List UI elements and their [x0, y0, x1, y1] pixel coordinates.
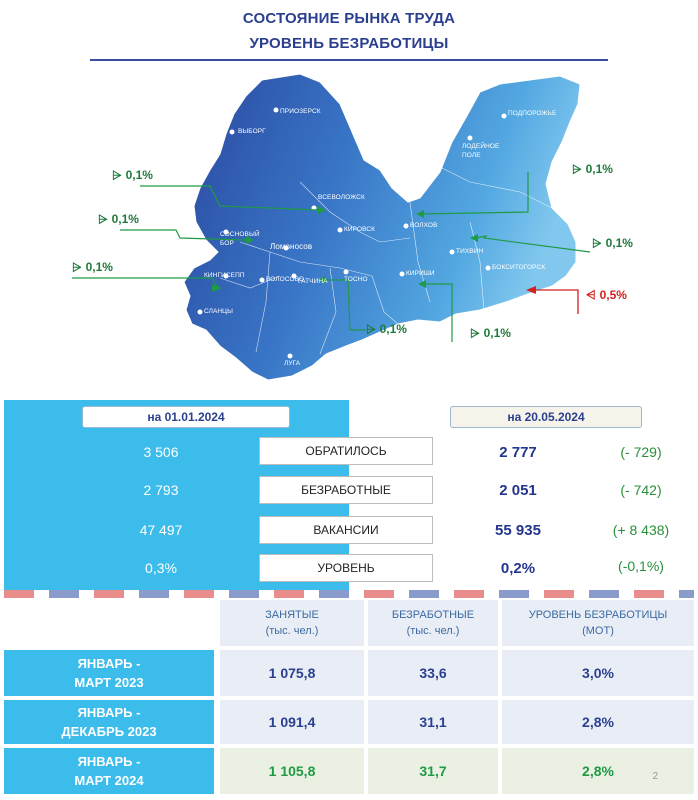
- page-subtitle: УРОВЕНЬ БЕЗРАБОТИЦЫ: [249, 35, 449, 52]
- delta-boksitogorsk: ⩤ 0,5%: [586, 288, 627, 303]
- stat-label: ОБРАТИЛОСЬ: [259, 437, 433, 465]
- table-cell: 1 075,8: [220, 650, 364, 696]
- table-header: УРОВЕНЬ БЕЗРАБОТИЦЫ (МОТ): [502, 600, 694, 646]
- stat-label: ВАКАНСИИ: [259, 516, 433, 544]
- stat-label: УРОВЕНЬ: [259, 554, 433, 582]
- header-line: (тыс. чел.): [265, 625, 319, 637]
- stat-diff: (-0,1%): [618, 558, 664, 574]
- city-slantsy: СЛАНЦЫ: [204, 308, 233, 315]
- city-tosno: ТОСНО: [344, 276, 368, 283]
- row-header-line: МАРТ 2024: [74, 773, 144, 788]
- city-luga: ЛУГА: [284, 360, 301, 367]
- row-header: ЯНВАРЬ - МАРТ 2024: [4, 748, 214, 794]
- delta-kirishi: ⩥ 0,1%: [470, 326, 511, 341]
- city-kingisepp: КИНГИСЕПП: [204, 272, 245, 279]
- row-header-line: ЯНВАРЬ -: [77, 754, 141, 769]
- flag-arrow-left-icon: ⩤: [586, 288, 596, 302]
- table-cell: 31,7: [368, 748, 498, 794]
- table-cell: 33,6: [368, 650, 498, 696]
- city-sosnovy-bor: СОСНОВЫЙ БОР: [220, 231, 260, 247]
- row-header-line: ЯНВАРЬ -: [77, 656, 141, 671]
- delta-tikhvin: ⩥ 0,1%: [592, 236, 633, 251]
- city-podporozhye: ПОДПОРОЖЬЕ: [508, 110, 557, 117]
- row-header: ЯНВАРЬ - ДЕКАБРЬ 2023: [4, 700, 214, 744]
- header-line: ЗАНЯТЫЕ: [265, 609, 319, 621]
- stat-value-right: 55 935: [495, 522, 541, 539]
- city-boksitogorsk: БОКСИТОГОРСК: [492, 264, 546, 271]
- table-header: ЗАНЯТЫЕ (тыс. чел.): [220, 600, 364, 646]
- table-header: БЕЗРАБОТНЫЕ (тыс. чел.): [368, 600, 498, 646]
- delta-vyborg: ⩥ 0,1%: [112, 168, 153, 183]
- delta-value: 0,1%: [605, 236, 633, 250]
- city-gatchina: ГАТЧИНА: [298, 278, 328, 285]
- delta-kingisepp: ⩥ 0,1%: [72, 260, 113, 275]
- city-vyborg: ВЫБОРГ: [238, 128, 266, 135]
- row-header: ЯНВАРЬ - МАРТ 2023: [4, 650, 214, 696]
- delta-sosnovy-bor: ⩥ 0,1%: [98, 212, 139, 227]
- city-priozersk: ПРИОЗЕРСК: [280, 108, 321, 115]
- stat-value-left: 0,3%: [145, 560, 177, 576]
- city-lomonosov: Ломоносов: [270, 242, 313, 251]
- header-line: (тыс. чел.): [406, 625, 460, 637]
- stat-value-right: 0,2%: [500, 560, 536, 577]
- stat-value-right: 2 051: [499, 482, 537, 499]
- flag-arrow-icon: ⩥: [572, 162, 582, 176]
- table-cell: 31,1: [368, 700, 498, 744]
- header-line: (МОТ): [582, 625, 614, 637]
- city-volosovo: ВОЛОСОВО: [266, 276, 305, 283]
- delta-tosno: ⩥ 0,1%: [366, 322, 407, 337]
- stat-value-left: 2 793: [143, 482, 179, 498]
- flag-arrow-icon: ⩥: [592, 236, 602, 250]
- delta-value: 0,1%: [85, 260, 113, 274]
- stat-value-right: 2 777: [499, 444, 537, 461]
- flag-arrow-icon: ⩥: [470, 326, 480, 340]
- date-right: на 20.05.2024: [450, 406, 642, 428]
- delta-value: 0,1%: [111, 212, 139, 226]
- stat-diff: (- 742): [620, 482, 662, 498]
- flag-stripe: [4, 590, 694, 598]
- stat-value-left: 47 497: [139, 522, 183, 538]
- flag-arrow-icon: ⩥: [112, 168, 122, 182]
- row-header-line: ЯНВАРЬ -: [77, 705, 141, 720]
- delta-value: 0,1%: [379, 322, 407, 336]
- table-cell: 2,8%: [502, 748, 694, 794]
- city-kirishi: КИРИШИ: [406, 270, 435, 277]
- stats-panel: на 01.01.2024 на 20.05.2024 3 506 ОБРАТИ…: [4, 400, 694, 590]
- row-header-line: ДЕКАБРЬ 2023: [61, 724, 157, 739]
- table-cell: 1 091,4: [220, 700, 364, 744]
- table-cell: 2,8%: [502, 700, 694, 744]
- city-vsevolozhsk: ВСЕВОЛОЖСК: [318, 194, 365, 201]
- date-left: на 01.01.2024: [82, 406, 290, 428]
- flag-arrow-icon: ⩥: [72, 260, 82, 274]
- page-title: СОСТОЯНИЕ РЫНКА ТРУДА: [242, 10, 456, 27]
- stat-label: БЕЗРАБОТНЫЕ: [259, 476, 433, 504]
- city-volkhov: ВОЛХОВ: [410, 222, 438, 229]
- header-line: БЕЗРАБОТНЫЕ: [391, 609, 475, 621]
- header-line: УРОВЕНЬ БЕЗРАБОТИЦЫ: [528, 609, 668, 621]
- map-shape: [72, 73, 591, 381]
- city-lodeynoe-pole: ЛОДЕЙНОЕ ПОЛЕ: [462, 143, 500, 159]
- table-cell: 1 105,8: [220, 748, 364, 794]
- delta-value: 0,5%: [599, 288, 627, 302]
- page-number: 2: [652, 771, 658, 782]
- table-cell: 3,0%: [502, 650, 694, 696]
- city-tikhvin: ТИХВИН: [456, 248, 484, 255]
- delta-podporozhye: ⩥ 0,1%: [572, 162, 613, 177]
- flag-arrow-icon: ⩥: [366, 322, 376, 336]
- title-divider: [90, 59, 608, 61]
- delta-value: 0,1%: [125, 168, 153, 182]
- city-kirovsk: КИРОВСК: [344, 226, 376, 233]
- stat-diff: (+ 8 438): [612, 522, 670, 538]
- stat-diff: (- 729): [620, 444, 662, 460]
- row-header-line: МАРТ 2023: [74, 675, 144, 690]
- employment-table: ЗАНЯТЫЕ (тыс. чел.) БЕЗРАБОТНЫЕ (тыс. че…: [4, 600, 694, 796]
- flag-arrow-icon: ⩥: [98, 212, 108, 226]
- delta-value: 0,1%: [585, 162, 613, 176]
- region-map: ПОДПОРОЖЬЕ ЛОДЕЙНОЕ ПОЛЕ ВЫБОРГ ПРИОЗЕРС…: [0, 62, 698, 398]
- delta-value: 0,1%: [483, 326, 511, 340]
- stat-value-left: 3 506: [143, 444, 179, 460]
